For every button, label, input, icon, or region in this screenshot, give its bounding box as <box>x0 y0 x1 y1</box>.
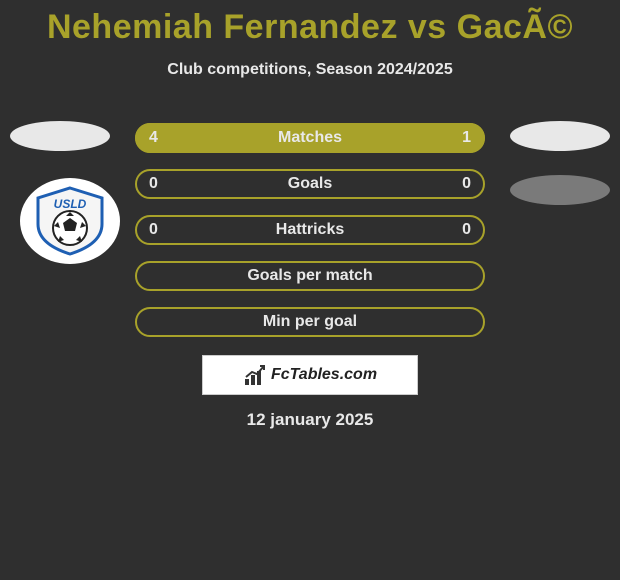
stat-label: Goals <box>288 175 332 193</box>
stat-bar: Goals per match <box>135 261 485 291</box>
stat-label: Min per goal <box>263 313 357 331</box>
stat-value-left: 0 <box>149 175 158 193</box>
stat-bar: Min per goal <box>135 307 485 337</box>
stat-row: Matches 4 1 <box>0 123 620 153</box>
stat-label: Goals per match <box>247 267 372 285</box>
stat-label: Matches <box>278 129 342 147</box>
brand-text: FcTables.com <box>271 366 377 384</box>
stat-value-right: 0 <box>462 221 471 239</box>
stat-row: Hattricks 0 0 <box>0 215 620 245</box>
stat-value-left: 0 <box>149 221 158 239</box>
stat-bar: Matches 4 1 <box>135 123 485 153</box>
brand-box: FcTables.com <box>202 355 418 395</box>
stat-bar: Goals 0 0 <box>135 169 485 199</box>
badge-text: USLD <box>54 197 87 211</box>
stat-row: Min per goal <box>0 307 620 337</box>
stat-value-left: 4 <box>149 129 158 147</box>
subtitle: Club competitions, Season 2024/2025 <box>0 61 620 79</box>
stat-row: Goals per match <box>0 261 620 291</box>
stat-value-right: 0 <box>462 175 471 193</box>
stat-label: Hattricks <box>276 221 344 239</box>
stat-bar: Hattricks 0 0 <box>135 215 485 245</box>
stat-value-right: 1 <box>462 129 471 147</box>
chart-growth-icon <box>243 363 267 387</box>
page-title: Nehemiah Fernandez vs GacÃ© <box>0 0 620 47</box>
stat-row: Goals 0 0 <box>0 169 620 199</box>
date-text: 12 january 2025 <box>0 410 620 430</box>
